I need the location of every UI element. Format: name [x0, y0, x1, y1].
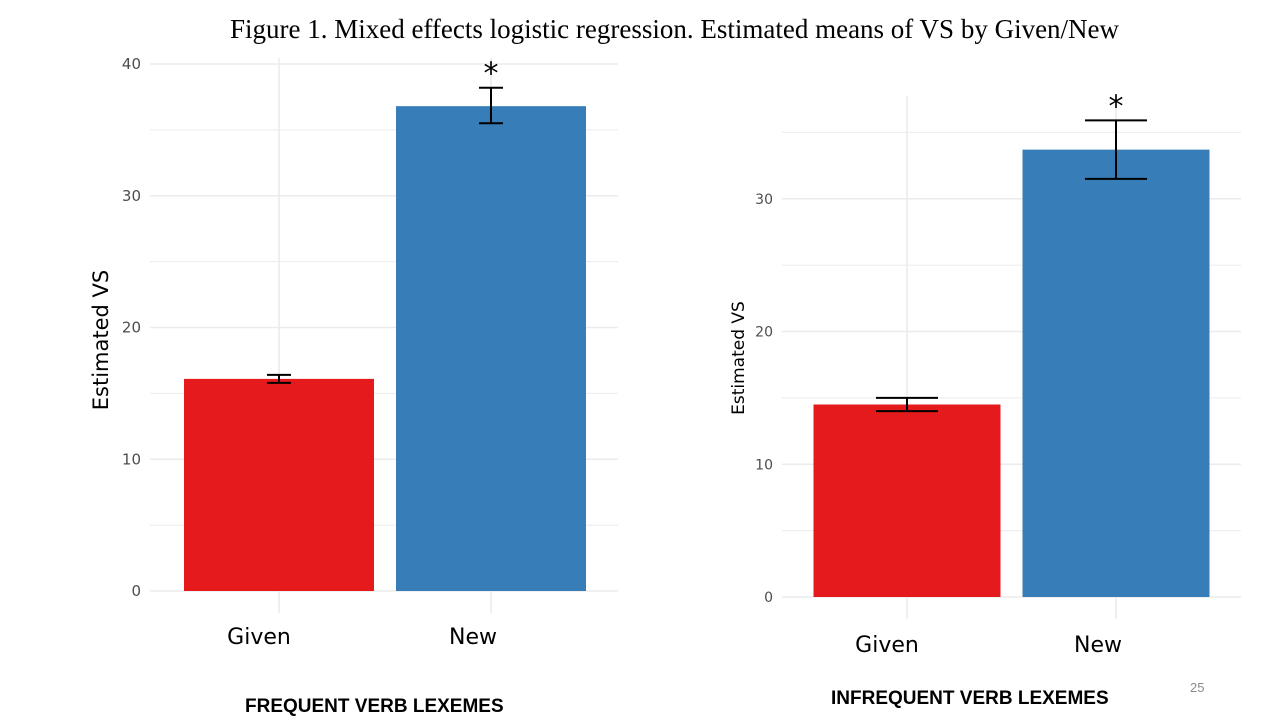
significance-marker: *	[1109, 89, 1124, 124]
bar-new	[396, 106, 586, 591]
y-tick-label: 20	[755, 325, 773, 341]
significance-marker: *	[484, 57, 499, 92]
x-category-label: Given	[227, 625, 291, 650]
y-tick-label: 10	[755, 457, 773, 473]
chart-frequent-verbs: 0 10 20 30 40 Given * New Estimated VS	[89, 55, 618, 650]
chart-caption-infrequent: INFREQUENT VERB LEXEMES	[831, 688, 1109, 709]
y-tick-label: 0	[764, 590, 773, 606]
slide-title: Figure 1. Mixed effects logistic regress…	[229, 14, 1120, 44]
y-axis-label: Estimated VS	[729, 301, 749, 415]
chart-caption-frequent: FREQUENT VERB LEXEMES	[245, 696, 504, 717]
bar-given	[813, 404, 1001, 597]
y-tick-label: 10	[122, 450, 141, 468]
y-tick-label: 40	[122, 55, 141, 73]
x-category-label: Given	[855, 633, 919, 658]
x-category-label: New	[449, 625, 497, 650]
bar-given	[184, 378, 374, 591]
y-tick-label: 30	[755, 192, 773, 208]
x-category-label: New	[1074, 633, 1122, 658]
chart-infrequent-verbs: 0 10 20 30 Given * New Estimated VS	[729, 89, 1241, 658]
y-tick-label: 20	[122, 319, 141, 337]
y-axis-label: Estimated VS	[89, 270, 113, 410]
page-number: 25	[1190, 680, 1205, 695]
y-tick-label: 30	[122, 187, 141, 205]
bar-new	[1022, 149, 1210, 597]
y-tick-label: 0	[131, 582, 141, 600]
